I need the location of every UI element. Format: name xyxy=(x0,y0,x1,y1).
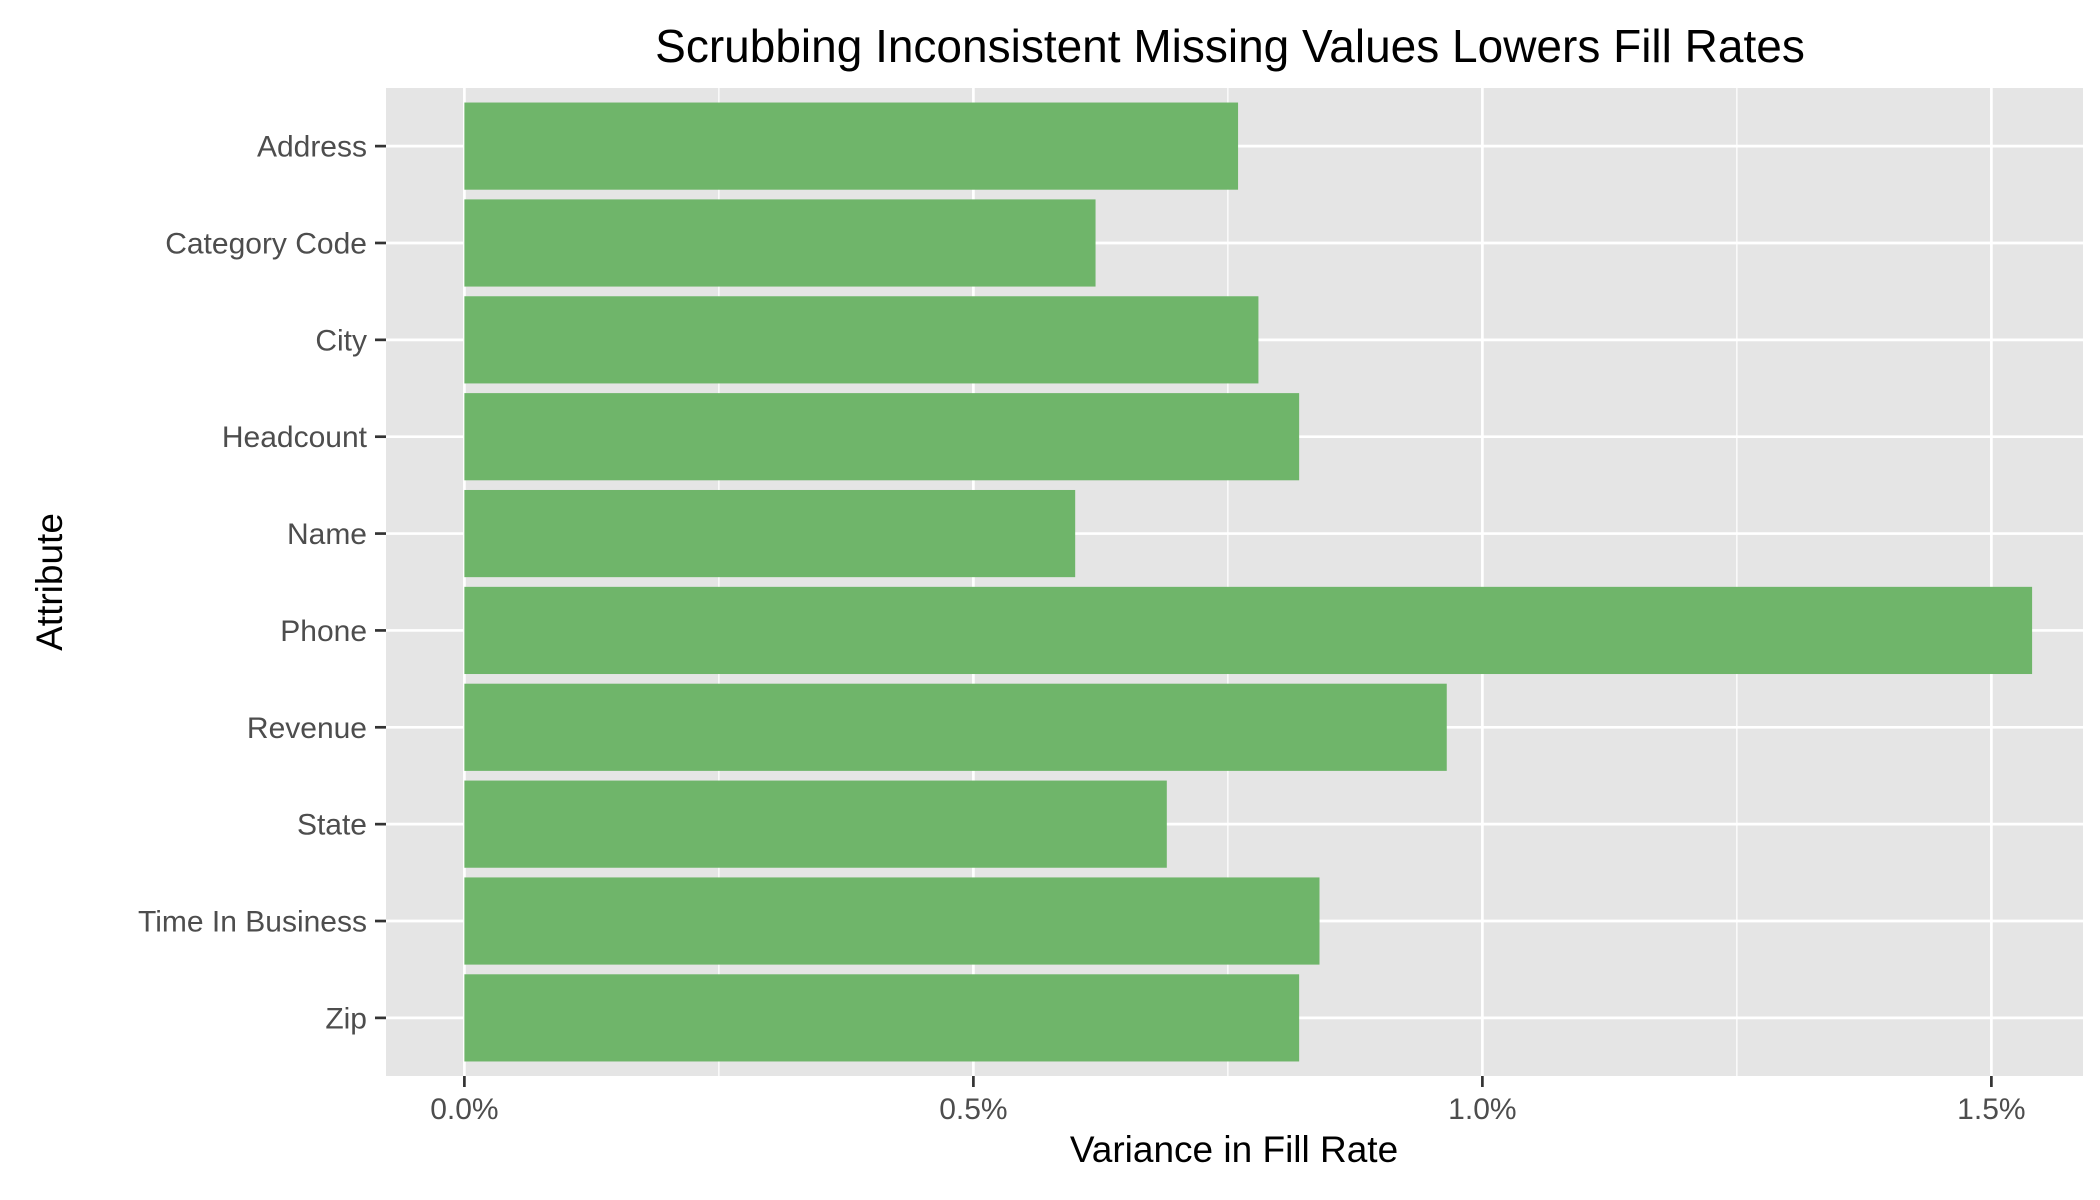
y-tick-label: Name xyxy=(287,518,367,551)
bar-headcount xyxy=(464,393,1300,481)
bar-state xyxy=(464,780,1167,868)
y-axis: Address Category Code City Headcount Name Pho… xyxy=(138,131,386,1035)
chart-title: Scrubbing Inconsistent Missing Values Lo… xyxy=(655,20,1805,72)
bar-zip xyxy=(464,974,1300,1062)
bar-time-in-business xyxy=(464,877,1320,965)
y-tick-label: Category Code xyxy=(165,227,367,260)
x-tick-label: 1.5% xyxy=(1957,1093,2025,1126)
y-tick-label: State xyxy=(297,809,367,842)
y-tick-label: Revenue xyxy=(247,712,367,745)
bar-city xyxy=(464,296,1259,384)
bar-phone xyxy=(464,586,2033,675)
y-tick-label: City xyxy=(315,324,367,357)
x-axis-title: Variance in Fill Rate xyxy=(1070,1129,1398,1170)
x-tick-label: 1.0% xyxy=(1448,1093,1516,1126)
bar-category-code xyxy=(464,199,1096,287)
x-axis: 0.0% 0.5% 1.0% 1.5% xyxy=(430,1076,2026,1126)
y-axis-title: Attribute xyxy=(29,513,70,651)
bar-address xyxy=(464,102,1239,190)
y-tick-label: Address xyxy=(257,131,367,164)
x-tick-label: 0.0% xyxy=(430,1093,498,1126)
x-tick-label: 0.5% xyxy=(939,1093,1007,1126)
y-tick-label: Time In Business xyxy=(138,906,367,939)
y-tick-label: Phone xyxy=(280,615,367,648)
y-tick-label: Zip xyxy=(325,1002,367,1035)
bars xyxy=(464,102,2033,1062)
y-tick-label: Headcount xyxy=(222,421,368,454)
bar-name xyxy=(464,489,1076,578)
bar-revenue xyxy=(464,683,1447,771)
